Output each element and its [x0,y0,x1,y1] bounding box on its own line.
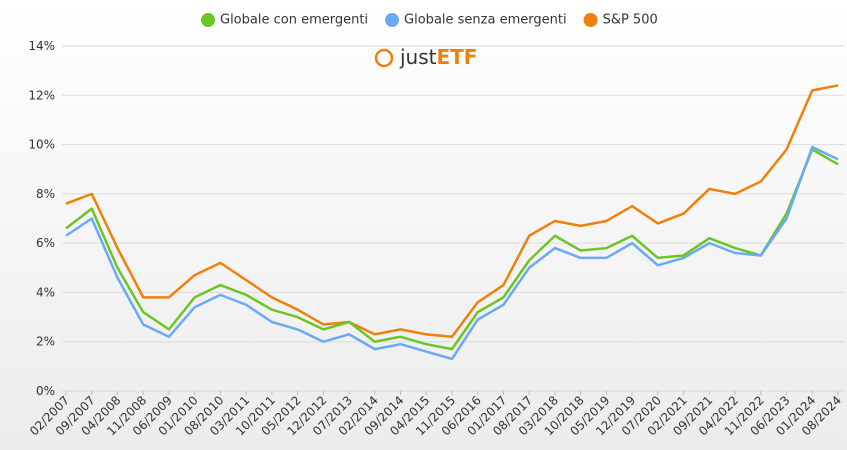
legend-label: S&P 500 [603,13,658,28]
legend-marker [583,13,598,27]
y-tick-label: 10% [28,138,55,152]
logo-suffix: ETF [437,45,478,69]
y-tick-label: 8% [36,187,55,201]
series-line [65,148,839,351]
y-tick-label: 12% [28,88,55,102]
legend-label: Globale con emergenti [220,13,368,28]
legend-marker [201,13,215,27]
logo-prefix: just [399,45,437,69]
logo: justETF [374,45,477,69]
y-tick-label: 4% [36,285,55,299]
series-line [65,84,839,339]
logo-text: justETF [399,45,477,69]
legend-marker [385,13,400,27]
series-line [65,145,839,361]
y-tick-label: 6% [36,236,55,250]
y-tick-label: 2% [36,335,55,349]
logo-icon [374,48,394,68]
legend: Globale con emergenti Globale senza emerg… [201,13,658,28]
legend-label: Globale senza emergenti [404,13,567,28]
y-tick-label: 0% [36,384,55,398]
y-tick-label: 14% [28,39,55,53]
